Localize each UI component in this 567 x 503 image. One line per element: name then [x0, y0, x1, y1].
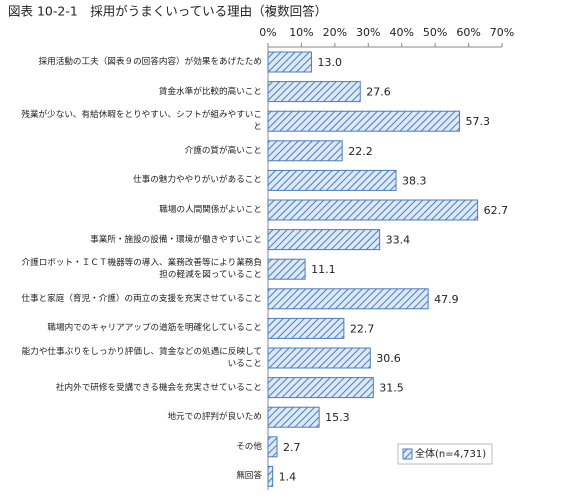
- value-label: 11.1: [311, 263, 336, 276]
- bar: [267, 258, 306, 280]
- bar: [267, 51, 312, 73]
- category-label: 介護ロボット・ＩＣＴ機器等の導入、業務改善等により業務負担の軽減を図っていること: [21, 258, 262, 281]
- bar: [267, 288, 429, 310]
- bar: [267, 199, 479, 221]
- value-label: 57.3: [466, 115, 491, 128]
- x-tick-label: 70%: [490, 26, 514, 39]
- value-label: 31.5: [379, 382, 404, 395]
- category-label: 残業が少ない、有給休暇をとりやすい、シフトが組みやすいこと: [21, 110, 262, 133]
- category-label: その他: [236, 441, 262, 452]
- x-tick-label: 40%: [389, 26, 413, 39]
- bar: [267, 140, 343, 162]
- value-label: 27.6: [366, 86, 391, 99]
- value-label: 1.4: [279, 470, 297, 483]
- x-tick-label: 20%: [323, 26, 347, 39]
- value-label: 47.9: [434, 293, 459, 306]
- value-label: 15.3: [325, 411, 350, 424]
- legend-label: 全体(n=4,731): [415, 447, 486, 460]
- value-label: 2.7: [283, 441, 301, 454]
- value-label: 38.3: [402, 174, 427, 187]
- category-label: 社内外で研修を受講できる機会を充実させていること: [55, 382, 262, 393]
- category-label: 介護の質が高いこと: [184, 145, 262, 156]
- category-label: 採用活動の工夫（図表９の回答内容）が効果をあげたため: [38, 57, 262, 67]
- category-label: 無回答: [236, 471, 262, 482]
- category-label: 事業所・施設の設備・環境が働きやすいこと: [90, 234, 262, 245]
- chart-title: 図表 10-2-1 採用がうまくいっている理由（複数回答）: [8, 4, 327, 19]
- legend-swatch: [402, 448, 413, 460]
- value-label: 13.0: [317, 56, 342, 69]
- bar: [267, 110, 461, 132]
- x-tick-label: 50%: [423, 26, 447, 39]
- category-label: 地元での評判が良いため: [167, 412, 262, 423]
- value-label: 22.2: [348, 145, 373, 158]
- x-tick-label: 10%: [289, 26, 313, 39]
- bar: [267, 317, 345, 339]
- category-label: 賃金水準が比較的高いこと: [158, 86, 262, 97]
- bar: [267, 81, 361, 103]
- x-tick-label: 0%: [259, 26, 276, 39]
- bar: [267, 347, 371, 369]
- x-tick-label: 60%: [456, 26, 480, 39]
- value-label: 22.7: [350, 322, 375, 335]
- bar: [267, 169, 397, 191]
- bar: [267, 377, 374, 399]
- category-label: 職場の人間関係がよいこと: [159, 205, 262, 215]
- value-label: 62.7: [484, 204, 509, 217]
- value-label: 33.4: [386, 234, 411, 247]
- bar: [267, 436, 278, 458]
- bar: [267, 465, 274, 487]
- bar: [267, 406, 320, 428]
- x-tick-label: 30%: [356, 26, 380, 39]
- legend-box: [397, 443, 493, 465]
- category-label: 仕事と家庭（育児・介護）の両立の支援を充実させていること: [21, 293, 262, 304]
- category-label: 仕事の魅力ややりがいがあること: [133, 175, 262, 186]
- category-label: 能力や仕事ぶりをしっかり評価し、賃金などの処遇に反映していること: [21, 347, 262, 369]
- category-label: 職場内でのキャリアアップの道筋を明確化していること: [47, 323, 262, 334]
- value-label: 30.6: [376, 352, 401, 365]
- bar: [267, 229, 381, 251]
